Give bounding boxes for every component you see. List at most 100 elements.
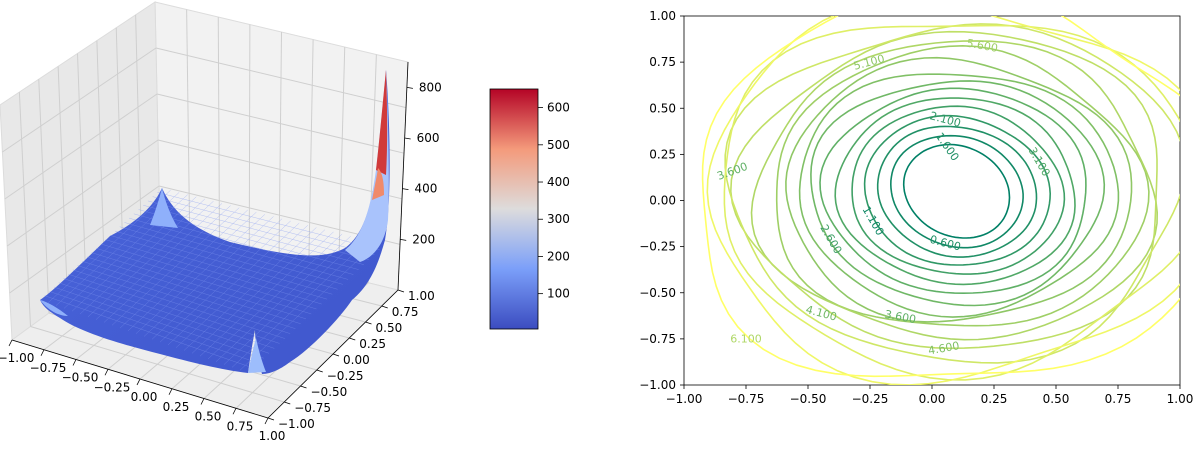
surface-corner-spike-front bbox=[248, 338, 266, 373]
contour-line bbox=[724, 23, 1180, 364]
y-tick-label: −1.00 bbox=[278, 417, 315, 431]
contour-line bbox=[798, 73, 1120, 318]
surface-mesh-line bbox=[207, 233, 343, 360]
left-pane-gridline bbox=[38, 79, 50, 314]
x-tick-mark bbox=[136, 378, 141, 386]
x-tick-mark bbox=[8, 339, 13, 347]
surface-mesh-line bbox=[143, 204, 364, 265]
y-tick-label: 0.75 bbox=[392, 305, 419, 319]
y-tick-label: −0.25 bbox=[327, 369, 364, 383]
x-tick-mark bbox=[264, 417, 269, 425]
surface-mesh-line bbox=[119, 226, 338, 290]
back-pane-gridline bbox=[248, 24, 251, 254]
surface-mesh-line bbox=[167, 222, 300, 346]
surface-mesh-line bbox=[191, 229, 326, 354]
z-axis-ticks: 200 400 600 800 bbox=[400, 80, 442, 246]
z-tick-mark bbox=[406, 86, 413, 89]
contour-line bbox=[750, 40, 1159, 341]
left-pane-gridline bbox=[2, 47, 157, 153]
colorbar bbox=[489, 88, 539, 330]
y-tick-mark bbox=[300, 385, 307, 389]
surface-mesh bbox=[44, 190, 380, 371]
y-tick-mark bbox=[381, 305, 388, 309]
contour-axes-frame bbox=[683, 15, 1181, 386]
y-tick-label: 1.00 bbox=[408, 289, 435, 303]
surface-mesh-line bbox=[105, 239, 322, 305]
y-tick-mark bbox=[365, 321, 372, 325]
z-tick-label: 600 bbox=[417, 131, 440, 145]
surface-mesh-line bbox=[239, 242, 377, 371]
y-tick-mark bbox=[397, 289, 405, 293]
surface-mesh-line bbox=[138, 209, 359, 270]
contour-label: 6.100 bbox=[730, 333, 762, 346]
colorbar-tick-label: 400 bbox=[547, 175, 570, 189]
contour-y-tick-label: −0.25 bbox=[639, 240, 676, 254]
contour-x-tick-label: 0.00 bbox=[919, 392, 946, 406]
left-pane-gridline bbox=[135, 14, 142, 246]
z-tick-label: 800 bbox=[419, 80, 442, 94]
back-pane-gridline bbox=[186, 9, 191, 240]
x-tick-label: 0.25 bbox=[163, 400, 190, 414]
contour-line bbox=[819, 87, 1087, 295]
y-tick-mark bbox=[332, 353, 340, 357]
contour-y-tick-label: 0.75 bbox=[649, 55, 676, 69]
left-pane-gridline bbox=[9, 185, 160, 294]
x-tick-mark bbox=[72, 359, 77, 366]
x-tick-label: 1.00 bbox=[259, 429, 286, 443]
surface-mesh-line bbox=[152, 196, 375, 256]
x-tick-label: −0.75 bbox=[30, 361, 67, 375]
contour-line bbox=[876, 125, 1038, 258]
contour-y-tick-label: −1.00 bbox=[639, 378, 676, 392]
colorbar-tick-label: 100 bbox=[547, 287, 570, 301]
contour-lines bbox=[701, 16, 1180, 385]
z-tick-mark bbox=[402, 188, 409, 191]
contour-line bbox=[810, 80, 1106, 307]
contour-line bbox=[902, 143, 1011, 239]
surface bbox=[40, 70, 390, 374]
x-tick-label: 0.50 bbox=[195, 410, 222, 424]
contour-x-tick-label: −0.75 bbox=[728, 392, 765, 406]
y-tick-label: 0.25 bbox=[359, 337, 386, 351]
colorbar-tick-label: 600 bbox=[547, 101, 570, 115]
contour-x-tick-label: 0.25 bbox=[981, 392, 1008, 406]
surface-corner-spike-right bbox=[345, 70, 389, 262]
surface-corner-peak-mid bbox=[372, 168, 384, 200]
z-tick-label: 400 bbox=[414, 182, 437, 196]
left-pane-gridline bbox=[6, 139, 159, 247]
contour-x-ticks: −1.00 −0.75 −0.50 −0.25 0.00 0.25 0.50 0.75 1.00 bbox=[666, 385, 1193, 406]
contour-y-tick-label: 0.00 bbox=[649, 194, 676, 208]
surface-mesh-line bbox=[143, 216, 274, 337]
back-pane-gridline bbox=[278, 31, 282, 262]
contour-y-tick-label: 0.25 bbox=[649, 147, 676, 161]
contour-x-tick-label: −0.50 bbox=[790, 392, 827, 406]
x-tick-label: 0.75 bbox=[227, 419, 254, 433]
z-tick-mark bbox=[400, 238, 407, 241]
x-tick-label: −0.50 bbox=[62, 371, 99, 385]
y-tick-mark bbox=[267, 417, 275, 421]
contour-y-tick-label: −0.50 bbox=[639, 286, 676, 300]
contour-line bbox=[775, 44, 1150, 327]
surface-mesh-line bbox=[151, 218, 283, 340]
x-tick-mark bbox=[40, 349, 45, 356]
back-pane-gridline bbox=[155, 47, 407, 109]
y-tick-label: 0.00 bbox=[343, 353, 370, 367]
surface-mesh-line bbox=[159, 220, 291, 343]
contour-line bbox=[785, 56, 1133, 323]
surface-mesh-line bbox=[175, 225, 308, 348]
contour-line bbox=[889, 134, 1024, 249]
x-axis-ticks: −1.00−0.75−0.50−0.250.00 0.25 0.50 0.75 1.00 bbox=[0, 339, 286, 443]
surface-mesh-line bbox=[157, 192, 380, 251]
contour-line bbox=[851, 105, 1066, 275]
contour-plot: 0.6001.1001.6002.1002.6003.1003.6003.600… bbox=[639, 9, 1193, 406]
surface-mesh-line bbox=[199, 231, 334, 357]
left-pane-gridline bbox=[4, 93, 158, 200]
contour-label: 4.600 bbox=[927, 339, 960, 357]
left-pane-gridline bbox=[96, 40, 105, 273]
y-tick-mark bbox=[349, 337, 356, 341]
contour-label: 5.600 bbox=[966, 37, 999, 55]
contour-line bbox=[834, 97, 1076, 286]
left-pane-gridline bbox=[57, 66, 68, 300]
contour-line bbox=[706, 16, 1180, 385]
